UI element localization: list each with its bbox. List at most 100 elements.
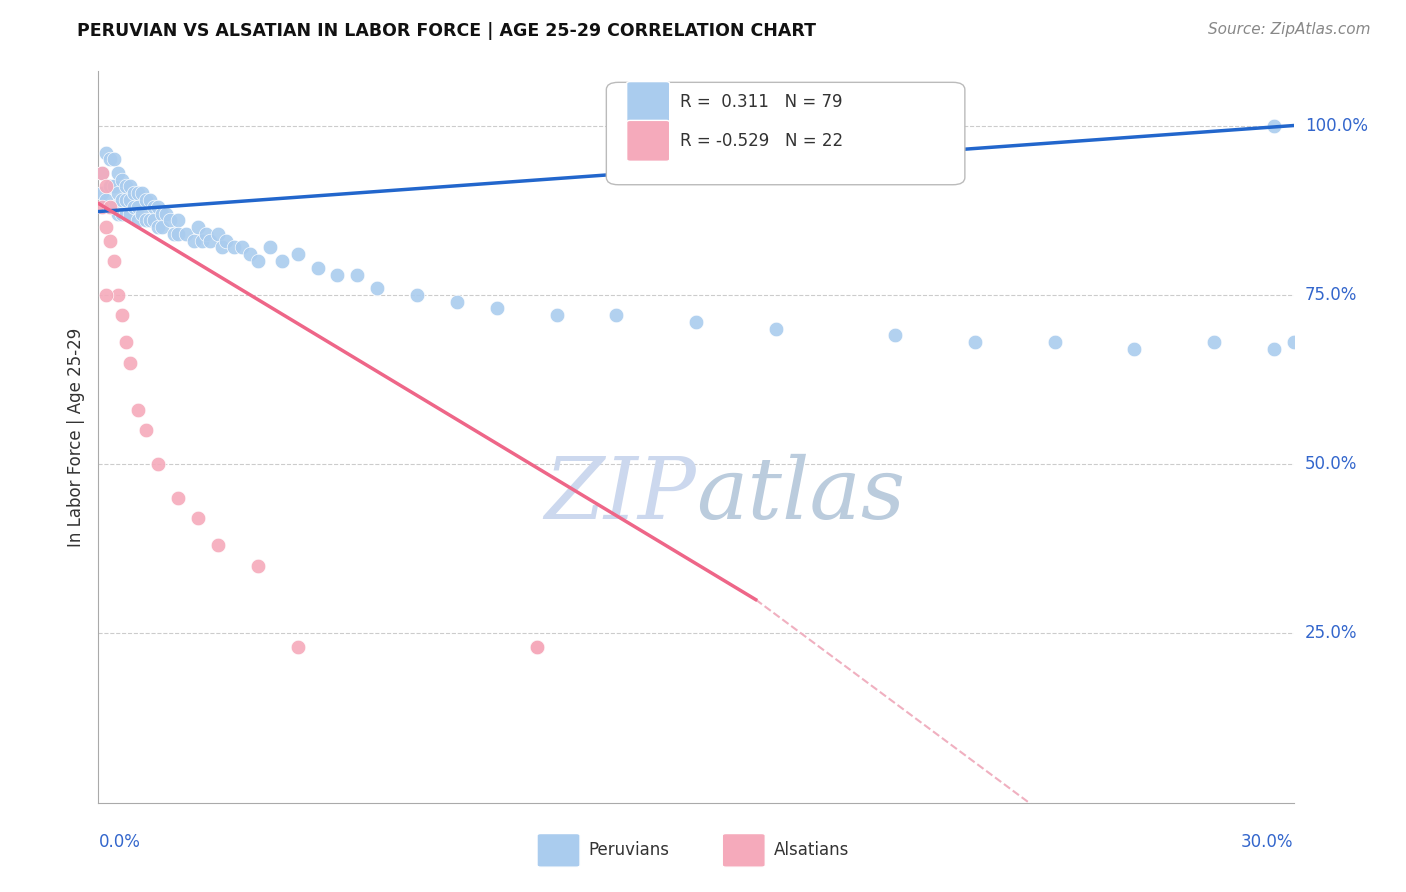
- Point: [246, 254, 269, 268]
- Text: PERUVIAN VS ALSATIAN IN LABOR FORCE | AGE 25-29 CORRELATION CHART: PERUVIAN VS ALSATIAN IN LABOR FORCE | AG…: [77, 22, 817, 40]
- FancyBboxPatch shape: [723, 833, 765, 867]
- Point: [1123, 342, 1146, 356]
- Text: 50.0%: 50.0%: [1305, 455, 1357, 473]
- Point: [91, 166, 114, 180]
- Point: [98, 200, 122, 214]
- Point: [135, 423, 157, 437]
- Point: [96, 193, 118, 207]
- FancyBboxPatch shape: [627, 81, 669, 122]
- Point: [124, 186, 146, 201]
- Point: [446, 294, 468, 309]
- Point: [546, 308, 568, 322]
- Point: [485, 301, 508, 316]
- Point: [115, 206, 138, 220]
- Point: [103, 153, 125, 167]
- Point: [307, 260, 329, 275]
- Point: [287, 640, 309, 654]
- Point: [239, 247, 262, 261]
- Point: [526, 640, 548, 654]
- Point: [148, 457, 170, 471]
- Point: [127, 403, 149, 417]
- Point: [222, 240, 245, 254]
- Point: [207, 227, 229, 241]
- Point: [143, 200, 166, 214]
- Point: [183, 234, 205, 248]
- Text: 25.0%: 25.0%: [1305, 624, 1357, 642]
- Point: [1202, 335, 1225, 350]
- Point: [115, 179, 138, 194]
- Point: [111, 193, 134, 207]
- Point: [167, 227, 190, 241]
- Point: [884, 328, 907, 343]
- Point: [91, 186, 114, 201]
- Point: [163, 227, 186, 241]
- Point: [406, 288, 429, 302]
- Point: [91, 200, 114, 214]
- Point: [167, 491, 190, 505]
- Point: [191, 234, 214, 248]
- Text: 75.0%: 75.0%: [1305, 285, 1357, 304]
- Point: [98, 153, 122, 167]
- Point: [605, 308, 627, 322]
- Point: [131, 186, 153, 201]
- Point: [270, 254, 292, 268]
- Text: 30.0%: 30.0%: [1241, 833, 1294, 851]
- FancyBboxPatch shape: [606, 82, 965, 185]
- Point: [526, 640, 548, 654]
- Point: [963, 335, 986, 350]
- Point: [96, 288, 118, 302]
- Text: Source: ZipAtlas.com: Source: ZipAtlas.com: [1208, 22, 1371, 37]
- Point: [91, 166, 114, 180]
- Point: [195, 227, 218, 241]
- Point: [111, 206, 134, 220]
- Point: [120, 193, 142, 207]
- Text: atlas: atlas: [696, 454, 905, 537]
- Text: Peruvians: Peruvians: [589, 841, 669, 859]
- Point: [259, 240, 281, 254]
- Text: R = -0.529   N = 22: R = -0.529 N = 22: [681, 132, 844, 150]
- Point: [127, 186, 149, 201]
- Point: [139, 213, 162, 227]
- Point: [143, 213, 166, 227]
- Point: [96, 145, 118, 160]
- Point: [150, 206, 173, 220]
- Point: [148, 200, 170, 214]
- Point: [111, 308, 134, 322]
- Point: [1263, 119, 1285, 133]
- Point: [96, 179, 118, 194]
- Text: 0.0%: 0.0%: [98, 833, 141, 851]
- Text: 100.0%: 100.0%: [1305, 117, 1368, 135]
- Point: [1263, 342, 1285, 356]
- Point: [98, 200, 122, 214]
- Point: [135, 193, 157, 207]
- Point: [107, 166, 129, 180]
- Point: [111, 172, 134, 186]
- Point: [1282, 335, 1305, 350]
- Point: [167, 213, 190, 227]
- Point: [366, 281, 388, 295]
- Point: [231, 240, 253, 254]
- Point: [148, 220, 170, 235]
- FancyBboxPatch shape: [627, 120, 669, 161]
- Point: [211, 240, 233, 254]
- Point: [107, 206, 129, 220]
- Point: [127, 200, 149, 214]
- Point: [155, 206, 177, 220]
- Point: [159, 213, 181, 227]
- Y-axis label: In Labor Force | Age 25-29: In Labor Force | Age 25-29: [66, 327, 84, 547]
- Point: [103, 200, 125, 214]
- Point: [139, 193, 162, 207]
- Point: [127, 213, 149, 227]
- Text: R =  0.311   N = 79: R = 0.311 N = 79: [681, 93, 844, 112]
- Point: [215, 234, 238, 248]
- Point: [120, 179, 142, 194]
- Point: [326, 268, 349, 282]
- Point: [346, 268, 368, 282]
- Point: [103, 254, 125, 268]
- FancyBboxPatch shape: [537, 833, 581, 867]
- Point: [120, 206, 142, 220]
- Point: [131, 206, 153, 220]
- Text: ZIP: ZIP: [544, 454, 696, 537]
- Point: [246, 558, 269, 573]
- Point: [187, 220, 209, 235]
